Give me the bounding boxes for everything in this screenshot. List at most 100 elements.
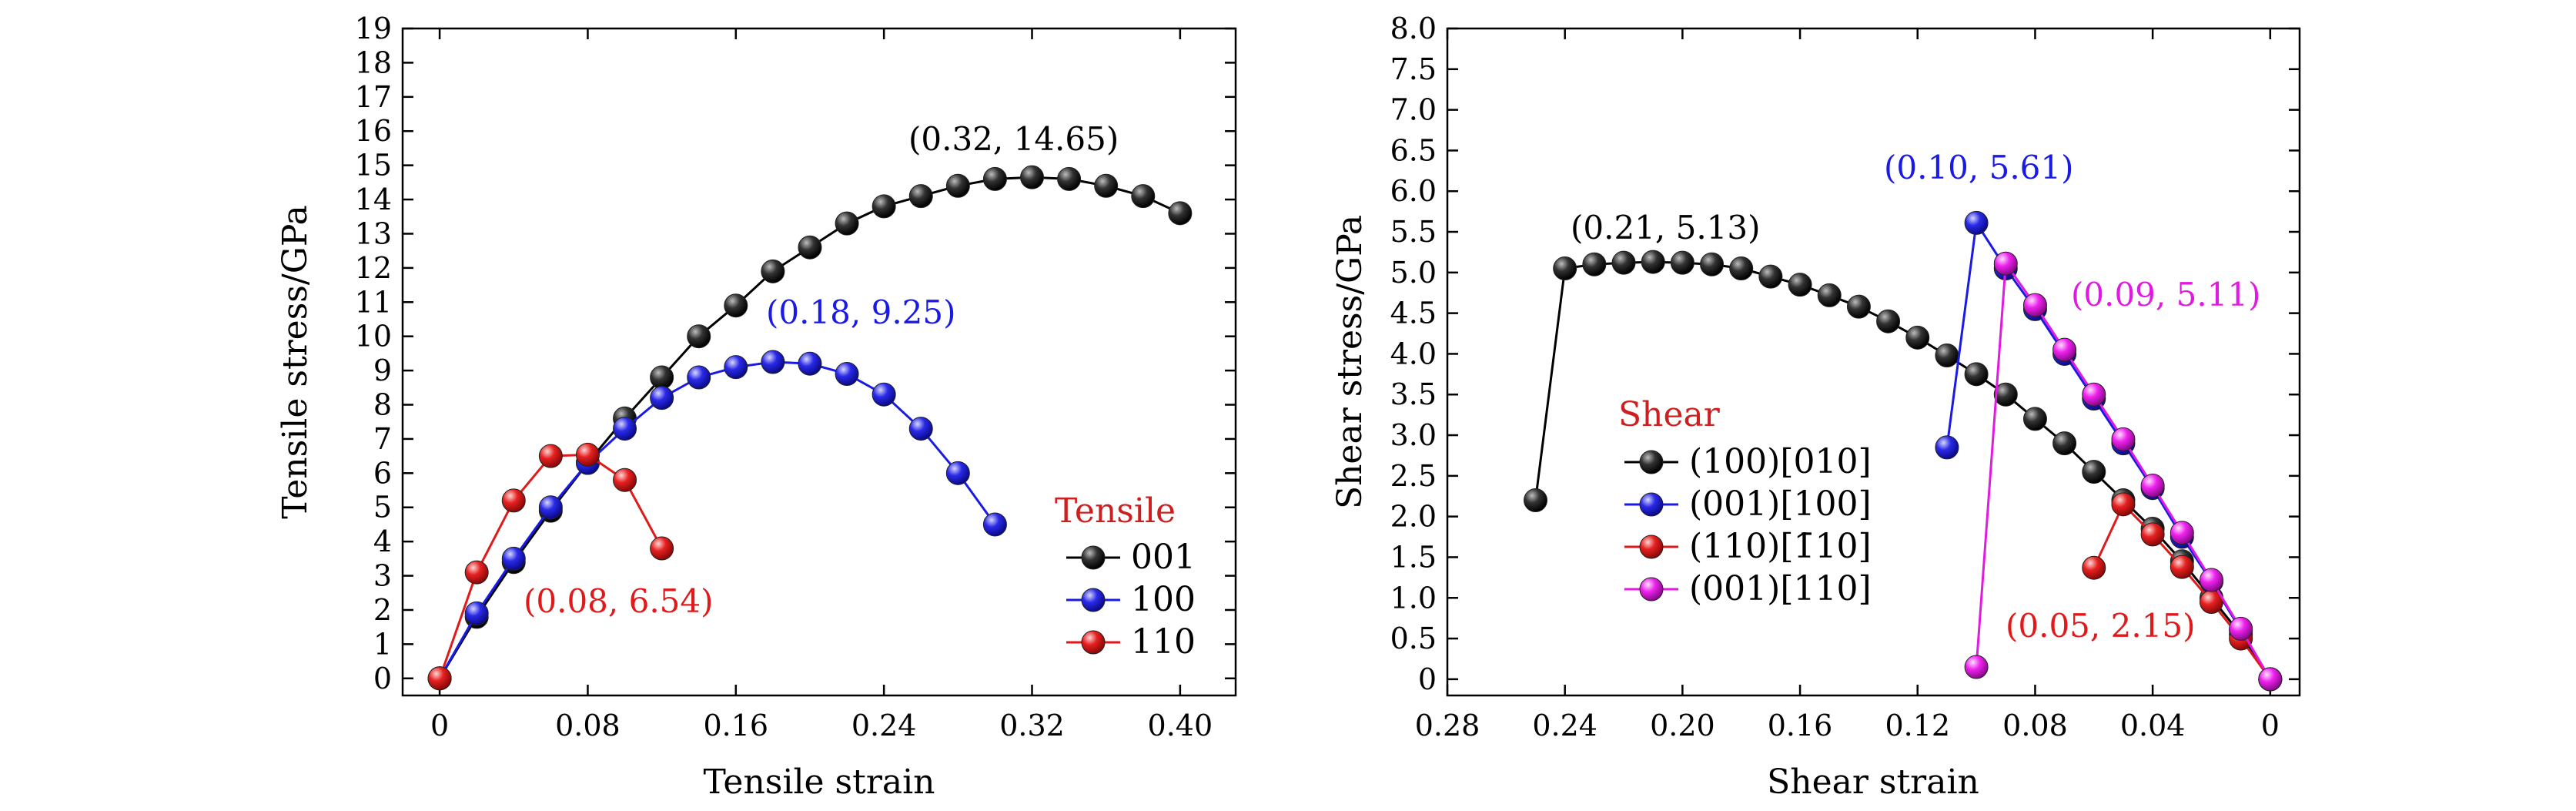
series-2 — [427, 442, 674, 691]
legend-item: (001)[110] — [1624, 569, 1872, 608]
shear-chart: 0.28 0.24 0.20 0.16 0.12 0.08 0.04 0 0 0.5 1.0 1.5… — [1330, 12, 2301, 802]
data-point — [1935, 344, 1959, 368]
data-point — [2140, 522, 2165, 547]
y-tick-label: 4.0 — [1390, 337, 1437, 370]
x-ticks: 0 0.08 0.16 0.24 0.32 0.40 — [430, 28, 1213, 742]
legend-label: 100 — [1131, 580, 1196, 619]
data-point — [1905, 325, 1930, 350]
y-tick-label: 2.0 — [1390, 500, 1437, 534]
data-point — [724, 355, 748, 380]
data-point — [1553, 256, 1577, 281]
legend-item: (001)[100] — [1624, 484, 1872, 524]
data-point — [1964, 210, 1989, 235]
data-point — [1993, 382, 2018, 407]
y-tick-label: 3 — [373, 559, 392, 593]
data-point — [2082, 382, 2106, 407]
data-point — [871, 194, 896, 219]
legend-label: (001)[110] — [1689, 569, 1872, 608]
annotations: (0.21, 5.13) (0.10, 5.61) (0.09, 5.11) (0.0… — [1571, 149, 2261, 645]
y-tick-label: 4.5 — [1390, 297, 1437, 330]
y-tick-label: 16 — [355, 114, 392, 148]
data-point — [538, 495, 563, 520]
data-point — [2082, 555, 2106, 580]
legend-label: (001)[100] — [1689, 484, 1872, 524]
x-tick-label: 0.40 — [1148, 709, 1213, 742]
series-group — [427, 165, 1193, 691]
data-point — [2082, 460, 2106, 484]
data-point — [1057, 166, 1082, 191]
data-point — [464, 601, 489, 625]
data-point — [2052, 337, 2077, 362]
data-point — [1729, 256, 1754, 281]
x-tick-label: 0.20 — [1650, 709, 1715, 742]
data-point — [575, 442, 600, 467]
y-tick-label: 7 — [373, 422, 392, 456]
legend-item: (100)[010] — [1624, 442, 1872, 481]
data-point — [871, 382, 896, 407]
y-tick-label: 3.0 — [1390, 418, 1437, 452]
x-tick-label: 0.12 — [1885, 709, 1950, 742]
data-point — [2258, 667, 2283, 692]
y-tick-label: 7.5 — [1390, 52, 1437, 86]
legend-marker — [1639, 535, 1664, 559]
data-point — [1758, 264, 1783, 289]
y-tick-label: 7.0 — [1390, 93, 1437, 127]
x-tick-label: 0.16 — [703, 709, 768, 742]
data-point — [1582, 252, 1607, 276]
legend-marker — [1639, 450, 1664, 474]
data-point — [908, 417, 933, 441]
legend-marker — [1081, 630, 1106, 655]
data-point — [650, 386, 674, 411]
y-tick-label: 2.5 — [1390, 459, 1437, 493]
annotation-label: (0.18, 9.25) — [766, 293, 956, 331]
legend-marker — [1639, 577, 1664, 602]
y-tick-label: 8 — [373, 388, 392, 422]
data-point — [798, 235, 822, 260]
data-point — [2022, 407, 2047, 431]
annotation-label: (0.10, 5.61) — [1884, 149, 2074, 186]
y-tick-label: 6.0 — [1390, 174, 1437, 208]
x-tick-label: 0 — [430, 709, 449, 742]
data-point — [1817, 283, 1842, 307]
legend-title: Shear — [1618, 395, 1721, 434]
x-tick-label: 0.32 — [999, 709, 1065, 742]
legend-marker — [1639, 492, 1664, 517]
data-point — [2170, 555, 2194, 579]
data-point — [2170, 521, 2194, 545]
data-point — [1935, 435, 1959, 460]
series-2 — [2082, 492, 2283, 692]
annotation-label: (0.05, 2.15) — [2006, 607, 2196, 645]
series-1 — [427, 350, 1007, 691]
y-tick-label: 1.5 — [1390, 540, 1437, 574]
data-point — [1524, 488, 1548, 513]
data-point — [1700, 252, 1725, 276]
y-tick-label: 6.5 — [1390, 133, 1437, 167]
y-tick-label: 1 — [373, 627, 392, 661]
data-point — [687, 324, 711, 349]
y-tick-label: 15 — [355, 149, 392, 183]
series-group — [1524, 210, 2283, 692]
data-point — [1964, 655, 1989, 679]
data-point — [613, 467, 637, 492]
data-point — [427, 666, 452, 691]
data-point — [724, 293, 748, 318]
data-point — [1611, 250, 1636, 275]
y-ticks: 0 0.5 1.0 1.5 2.0 2.5 3.0 3.5 4.0 4.5 5.0 5.5 6.0 6.5… — [1390, 12, 2300, 696]
y-tick-label: 13 — [355, 216, 392, 250]
data-point — [908, 184, 933, 209]
data-point — [1094, 173, 1119, 198]
x-tick-label: 0.08 — [2002, 709, 2068, 742]
legend-label: 001 — [1131, 538, 1196, 577]
data-point — [2052, 431, 2077, 456]
data-point — [1846, 294, 1871, 319]
annotations: (0.32, 14.65) (0.18, 9.25) (0.08, 6.54) — [524, 120, 1119, 620]
data-point — [2199, 568, 2223, 592]
data-point — [835, 362, 859, 387]
data-point — [2140, 474, 2165, 498]
legend-label: 110 — [1131, 622, 1196, 662]
x-tick-label: 0.16 — [1768, 709, 1833, 742]
data-point — [835, 211, 859, 236]
y-tick-label: 8.0 — [1390, 12, 1437, 45]
series-line — [438, 360, 996, 679]
